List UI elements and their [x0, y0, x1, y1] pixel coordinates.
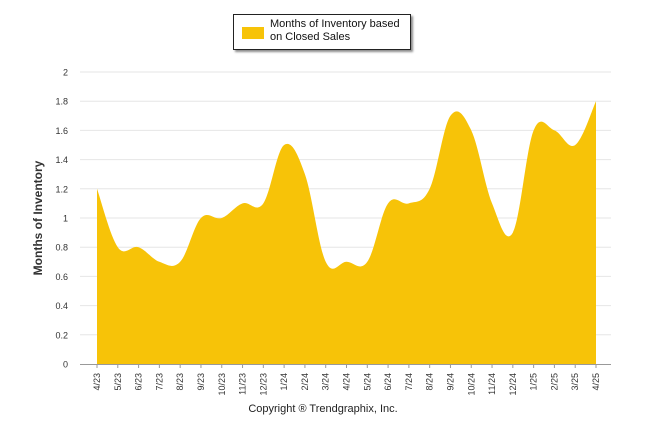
y-axis-label: Months of Inventory [31, 160, 45, 275]
x-tick-label: 4/25 [591, 373, 601, 391]
y-tick-labels: 0 0.2 0.4 0.6 0.8 1 1.2 1.4 1.6 1.8 2 [55, 68, 68, 370]
x-tick-label: 1/25 [529, 373, 539, 391]
x-tick-label: 12/24 [508, 373, 518, 396]
legend-label: Months of Inventory based on Closed Sale… [270, 18, 400, 44]
series-area [97, 101, 596, 364]
x-tick-label: 5/24 [362, 373, 372, 391]
y-tick-label: 2 [63, 68, 68, 78]
x-tick-label: 5/23 [113, 373, 123, 391]
x-tick-label: 4/24 [342, 373, 352, 391]
x-tick-label: 11/24 [487, 373, 497, 395]
x-tick-label: 4/23 [92, 373, 102, 391]
series-area-fill [97, 101, 596, 364]
y-tick-label: 1 [63, 214, 68, 224]
x-tick-label: 3/24 [321, 373, 331, 391]
x-tick-label: 2/25 [549, 373, 559, 391]
y-tick-label: 1.2 [55, 184, 68, 194]
x-tick-label: 6/23 [134, 373, 144, 391]
y-tick-label: 1.8 [55, 97, 68, 107]
x-tick-label: 9/23 [196, 373, 206, 391]
x-tick-label: 1/24 [279, 373, 289, 391]
x-tick-label: 2/24 [300, 373, 310, 391]
x-tick-labels: 4/23 5/23 6/23 7/23 8/23 9/23 10/23 11/23 12/23 1… [92, 373, 601, 396]
legend-label-line2: on Closed Sales [270, 31, 351, 43]
x-tick-label: 12/23 [258, 373, 268, 396]
x-tick-label: 7/23 [154, 373, 164, 391]
x-tick-label: 10/24 [466, 373, 476, 396]
y-tick-label: 0.2 [55, 330, 68, 340]
axes [80, 364, 611, 368]
x-tick-label: 10/23 [217, 373, 227, 396]
x-tick-label: 8/23 [175, 373, 185, 391]
y-tick-label: 1.6 [55, 126, 68, 136]
copyright-text: Copyright ® Trendgraphix, Inc. [248, 403, 398, 415]
y-tick-label: 1.4 [55, 155, 68, 165]
x-tick-label: 11/23 [238, 373, 248, 395]
legend-swatch [242, 27, 264, 39]
x-tick-label: 9/24 [445, 373, 455, 391]
legend-label-line1: Months of Inventory based [270, 18, 400, 30]
x-tick-label: 8/24 [425, 373, 435, 391]
y-tick-label: 0.6 [55, 272, 68, 282]
x-tick-label: 7/24 [404, 373, 414, 391]
y-tick-label: 0.4 [55, 301, 68, 311]
x-tick-label: 3/25 [570, 373, 580, 391]
y-tick-label: 0.8 [55, 243, 68, 253]
legend: Months of Inventory based on Closed Sale… [233, 14, 411, 50]
x-tick-label: 6/24 [383, 373, 393, 391]
y-tick-label: 0 [63, 360, 68, 370]
